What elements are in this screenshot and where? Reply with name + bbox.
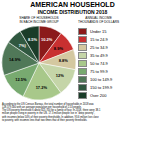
html-text:AMERICAN HOUSEHOLD: AMERICAN HOUSEHOLD (30, 1, 115, 8)
svg-text:12%: 12% (56, 73, 64, 78)
svg-text:10.2%: 10.2% (41, 37, 53, 42)
html-text:INCOME DISTRIBUTION 2018: INCOME DISTRIBUTION 2018 (37, 9, 108, 15)
svg-text:12.5%: 12.5% (15, 76, 27, 81)
html-text:THOUSANDS OF DOLLARS: THOUSANDS OF DOLLARS (78, 19, 120, 24)
html-text:with incomes below 50% of thei: with incomes below 50% of their poverty … (2, 115, 99, 119)
svg-text:7%): 7%) (19, 42, 27, 47)
html-text:IN EACH INCOME GROUP: IN EACH INCOME GROUP (19, 19, 59, 24)
svg-text:14.9%: 14.9% (9, 57, 21, 62)
html-text:Under 15: Under 15 (90, 28, 107, 34)
html-text:The US poverty threshold is ab: The US poverty threshold is about $25,70… (2, 109, 101, 113)
html-text:25 to 34.9: 25 to 34.9 (90, 44, 108, 50)
html-text:ANNUAL INCOME: ANNUAL INCOME (85, 16, 112, 20)
svg-text:8.9%: 8.9% (54, 45, 64, 50)
html-text:million people living in pover: million people living in poverty in the … (2, 112, 95, 116)
svg-text:17.2%: 17.2% (36, 84, 48, 89)
svg-text:8.5%: 8.5% (28, 37, 38, 42)
html-text:50 to 74.9: 50 to 74.9 (90, 60, 108, 66)
html-text:to poverty, with incomes less: to poverty, with incomes less than two t… (2, 119, 88, 123)
html-text:100 to 149.9: 100 to 149.9 (90, 76, 113, 82)
html-text:SHARE OF HOUSEHOLDS: SHARE OF HOUSEHOLDS (19, 16, 59, 20)
html-text:15 to 24.9: 15 to 24.9 (90, 36, 108, 42)
html-text:150 to 199.9: 150 to 199.9 (90, 84, 113, 90)
html-text:75 to 99.9: 75 to 99.9 (90, 68, 108, 74)
html-text:Over 200: Over 200 (90, 92, 107, 98)
html-text:128,579,000 with an average po: 128,579,000 with an average population p… (2, 105, 82, 109)
svg-text:8.8%: 8.8% (59, 58, 69, 63)
html-text:35 to 49.9: 35 to 49.9 (90, 52, 108, 58)
html-text:According to the US Census Bur: According to the US Census Bureau, the t… (2, 102, 94, 106)
